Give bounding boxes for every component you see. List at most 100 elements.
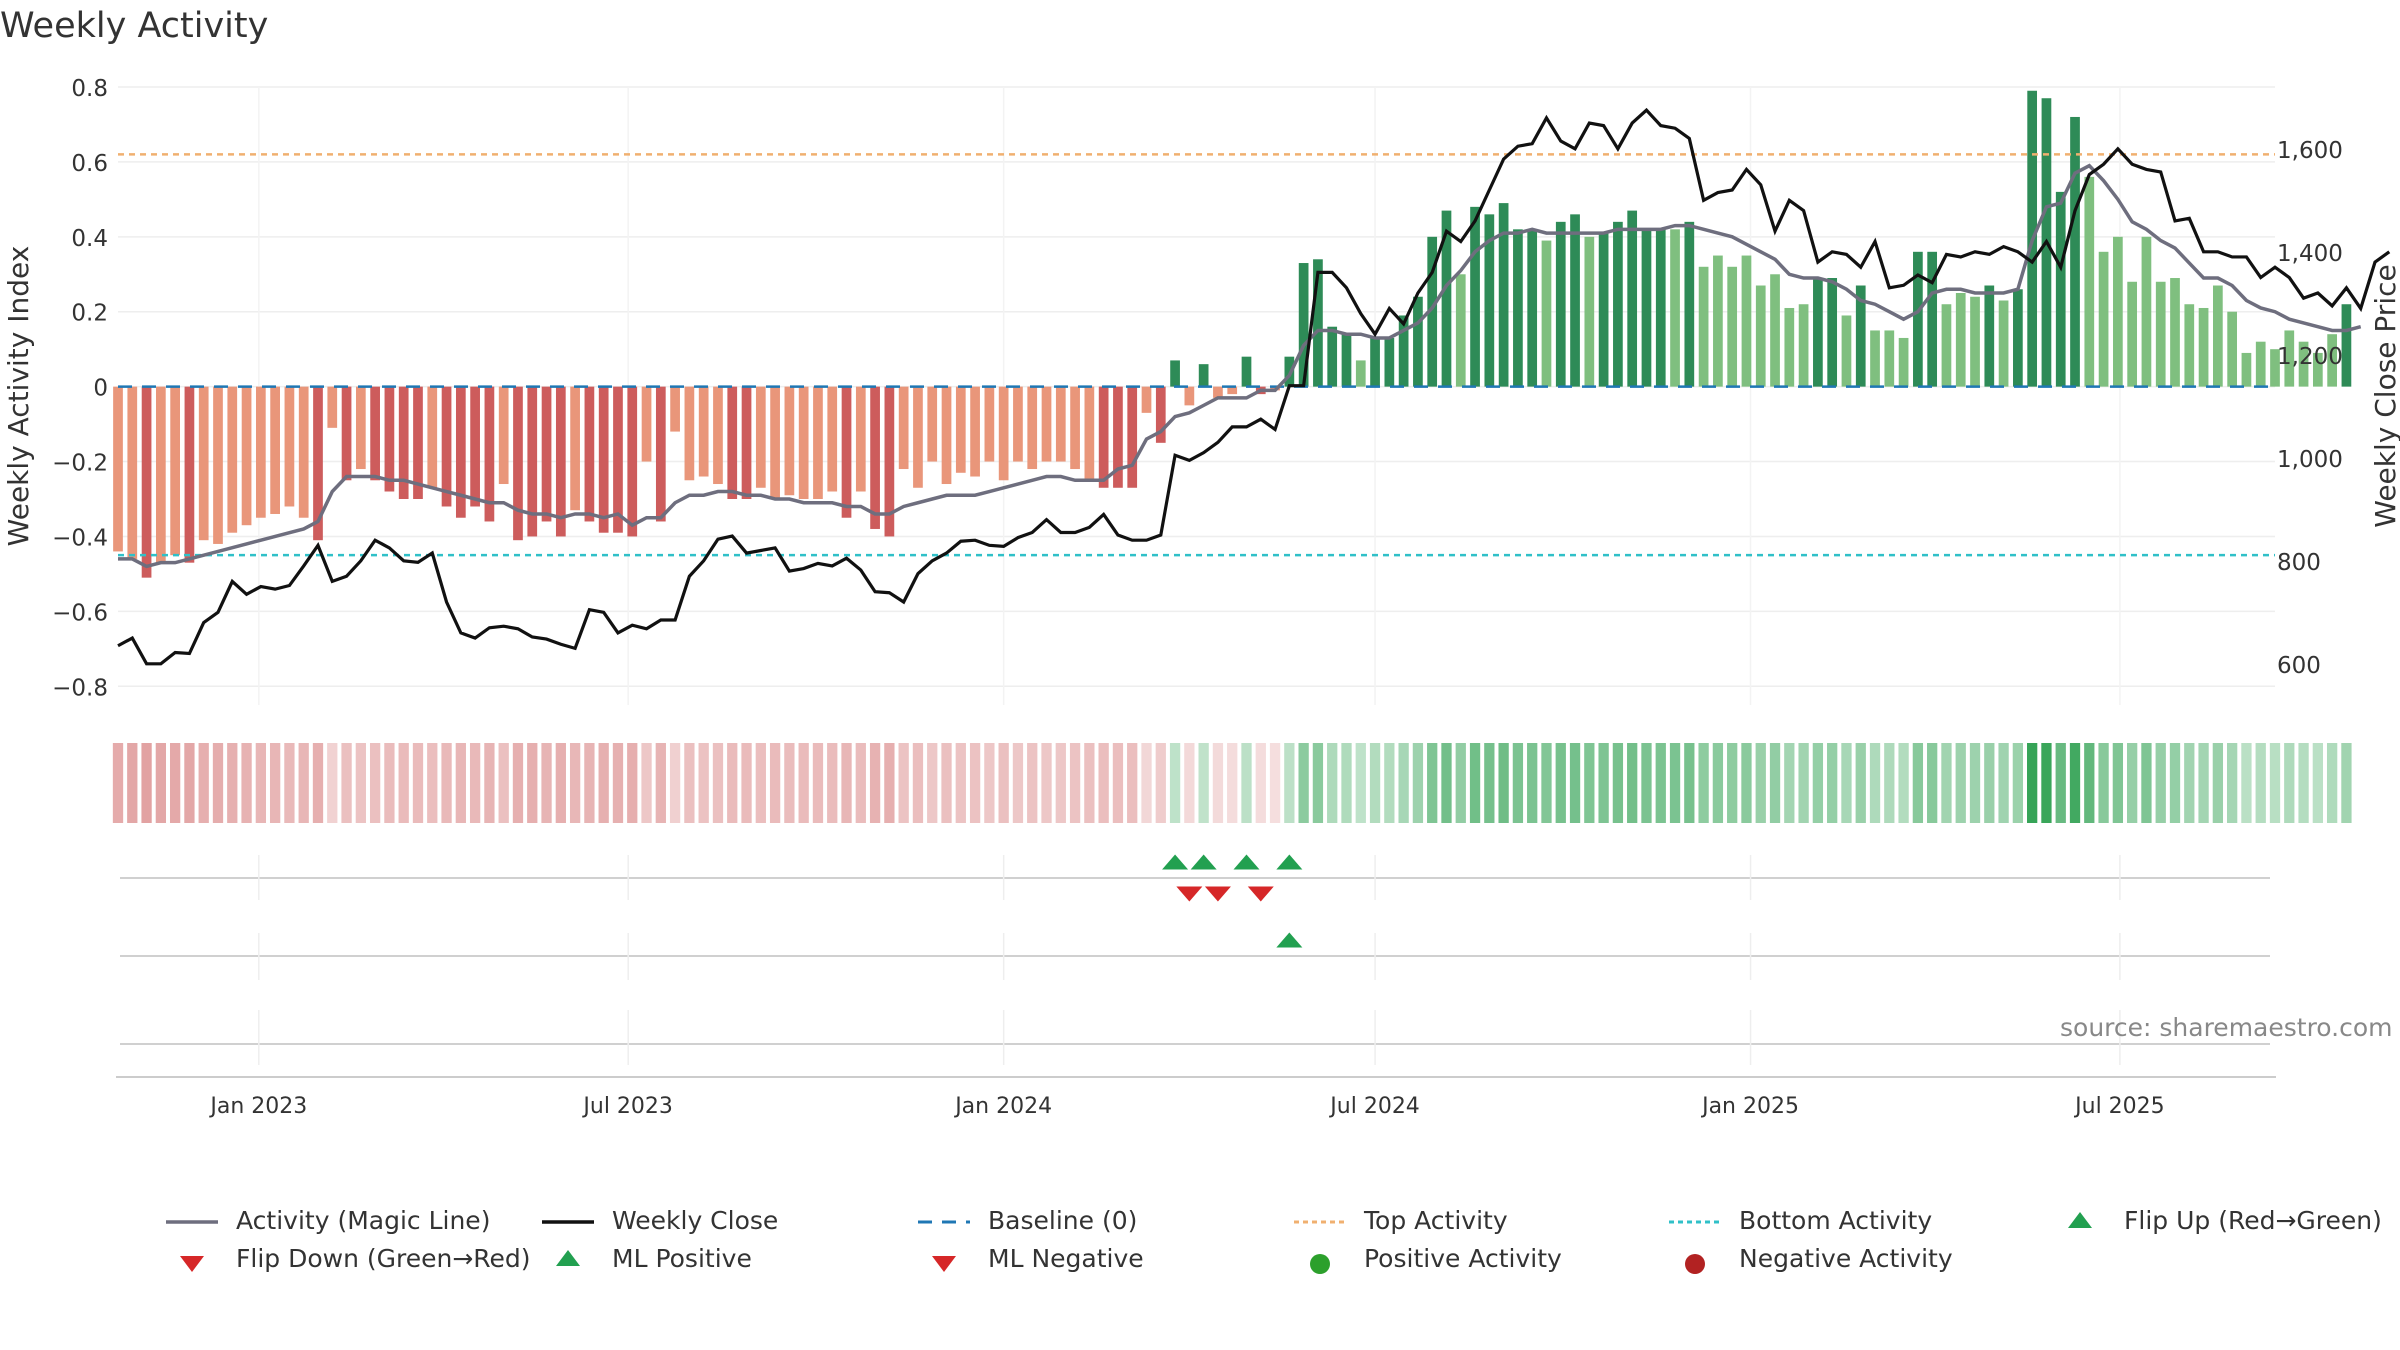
legend-label: Activity (Magic Line) xyxy=(236,1206,491,1235)
heat-strip-cell xyxy=(1369,743,1381,823)
triangle-down-red-icon xyxy=(180,1256,204,1272)
heat-strip-cell xyxy=(1484,743,1495,823)
heat-strip-cell xyxy=(398,743,409,823)
activity-bar xyxy=(1655,229,1666,387)
activity-bar xyxy=(1998,300,2009,387)
heat-strip-cell xyxy=(2298,743,2309,823)
legend-circle xyxy=(1685,1254,1705,1274)
heat-strip-cell xyxy=(484,743,495,823)
legend-circle xyxy=(1310,1254,1330,1274)
heat-strip-cell xyxy=(998,743,1009,823)
activity-bar xyxy=(1355,360,1366,387)
activity-bar xyxy=(2141,236,2152,387)
chart-title: Weekly Activity xyxy=(0,6,269,46)
activity-bar xyxy=(2341,304,2352,387)
flip-down-marker xyxy=(1247,886,1274,902)
heat-strip-cell xyxy=(227,743,238,823)
legend-triangle xyxy=(932,1256,956,1272)
heat-strip-cell xyxy=(769,743,781,823)
activity-bar xyxy=(2298,341,2309,387)
heat-strip-cell xyxy=(1598,743,1609,823)
heat-strip-cell xyxy=(1655,743,1666,823)
legend-label: ML Positive xyxy=(612,1244,752,1273)
heat-strip-cell xyxy=(1384,743,1395,823)
y-tick-label: 0.8 xyxy=(71,76,108,102)
legend-label: Negative Activity xyxy=(1739,1244,1953,1273)
heat-strip-cell xyxy=(1669,743,1681,823)
activity-bar xyxy=(1341,334,1352,387)
heat-strip-cell xyxy=(784,743,795,823)
y2-tick-label: 600 xyxy=(2277,653,2321,679)
flip-up-marker xyxy=(1233,854,1260,870)
heat-strip-cell xyxy=(2312,743,2323,823)
activity-bar xyxy=(1384,337,1395,387)
activity-bar xyxy=(413,386,423,499)
activity-bar xyxy=(284,386,295,507)
heat-strip-cell xyxy=(969,743,981,823)
ml-positive-marker xyxy=(1276,932,1303,948)
dot-cyan-icon xyxy=(1669,1220,1721,1224)
activity-bar xyxy=(2270,349,2280,387)
heat-strip-cell xyxy=(1512,743,1524,823)
heat-strip-cell xyxy=(2255,743,2266,823)
heat-strip-cell xyxy=(1884,743,1895,823)
activity-bar xyxy=(998,386,1009,481)
heat-strip-cell xyxy=(284,743,295,823)
weekly-close-line xyxy=(117,107,2391,666)
heat-strip-cell xyxy=(2127,743,2138,823)
heat-strip-cell xyxy=(2155,743,2166,823)
activity-bar xyxy=(1298,263,1309,387)
heat-strip-cell xyxy=(1098,743,1109,823)
y-tick-label: 0 xyxy=(93,376,108,402)
heat-strip-cell xyxy=(2027,743,2038,823)
activity-bar xyxy=(2198,307,2209,387)
heat-strip-cell xyxy=(912,743,924,823)
activity-bar xyxy=(527,386,538,537)
legend-triangle xyxy=(2068,1212,2092,1228)
heat-strip-cell xyxy=(1869,743,1881,823)
activity-bar xyxy=(2070,116,2080,387)
source-label: source: sharemaestro.com xyxy=(2060,1013,2393,1042)
heat-strip-cell xyxy=(1827,743,1838,823)
heat-strip-cell xyxy=(2227,743,2238,823)
activity-bar xyxy=(1198,364,1209,387)
flip-up-marker xyxy=(1162,854,1189,870)
activity-bar xyxy=(1427,236,1438,387)
heat-strip-cell xyxy=(412,743,424,823)
heat-strip-cell xyxy=(1769,743,1781,823)
activity-bar xyxy=(670,386,680,432)
activity-bar xyxy=(2213,285,2223,387)
heat-strip-cell xyxy=(1298,743,1309,823)
heat-strip-cell xyxy=(1498,743,1509,823)
heat-strip-cell xyxy=(812,743,824,823)
heat-strip-cell xyxy=(1469,743,1481,823)
heat-strip-cell xyxy=(2098,743,2109,823)
y-tick-label: 0.6 xyxy=(71,151,108,177)
heat-strip-cell xyxy=(1341,743,1352,823)
heat-strip-cell xyxy=(1698,743,1709,823)
activity-bar xyxy=(1755,285,1766,387)
activity-bar xyxy=(1741,255,1752,387)
heat-strip xyxy=(112,743,2352,823)
activity-bar xyxy=(427,386,438,488)
activity-bar xyxy=(255,386,266,518)
activity-bar xyxy=(2170,278,2180,387)
heat-strip-cell xyxy=(1798,743,1809,823)
heat-strip-cell xyxy=(1412,743,1424,823)
triangle-down-red-icon xyxy=(932,1256,956,1272)
heat-strip-cell xyxy=(1727,743,1738,823)
activity-bar xyxy=(2098,251,2109,387)
heat-strip-cell xyxy=(198,743,209,823)
activity-bar xyxy=(1627,210,1638,387)
activity-bar xyxy=(741,386,752,499)
legend-label: Flip Up (Red→Green) xyxy=(2124,1206,2382,1235)
heat-strip-cell xyxy=(1041,743,1052,823)
heat-strip-cell xyxy=(555,743,566,823)
legend-label: ML Negative xyxy=(988,1244,1144,1273)
activity-bar xyxy=(984,386,995,462)
activity-bar xyxy=(570,386,580,511)
activity-bar xyxy=(1098,386,1109,488)
heat-strip-cell xyxy=(855,743,866,823)
heat-strip-cell xyxy=(669,743,681,823)
